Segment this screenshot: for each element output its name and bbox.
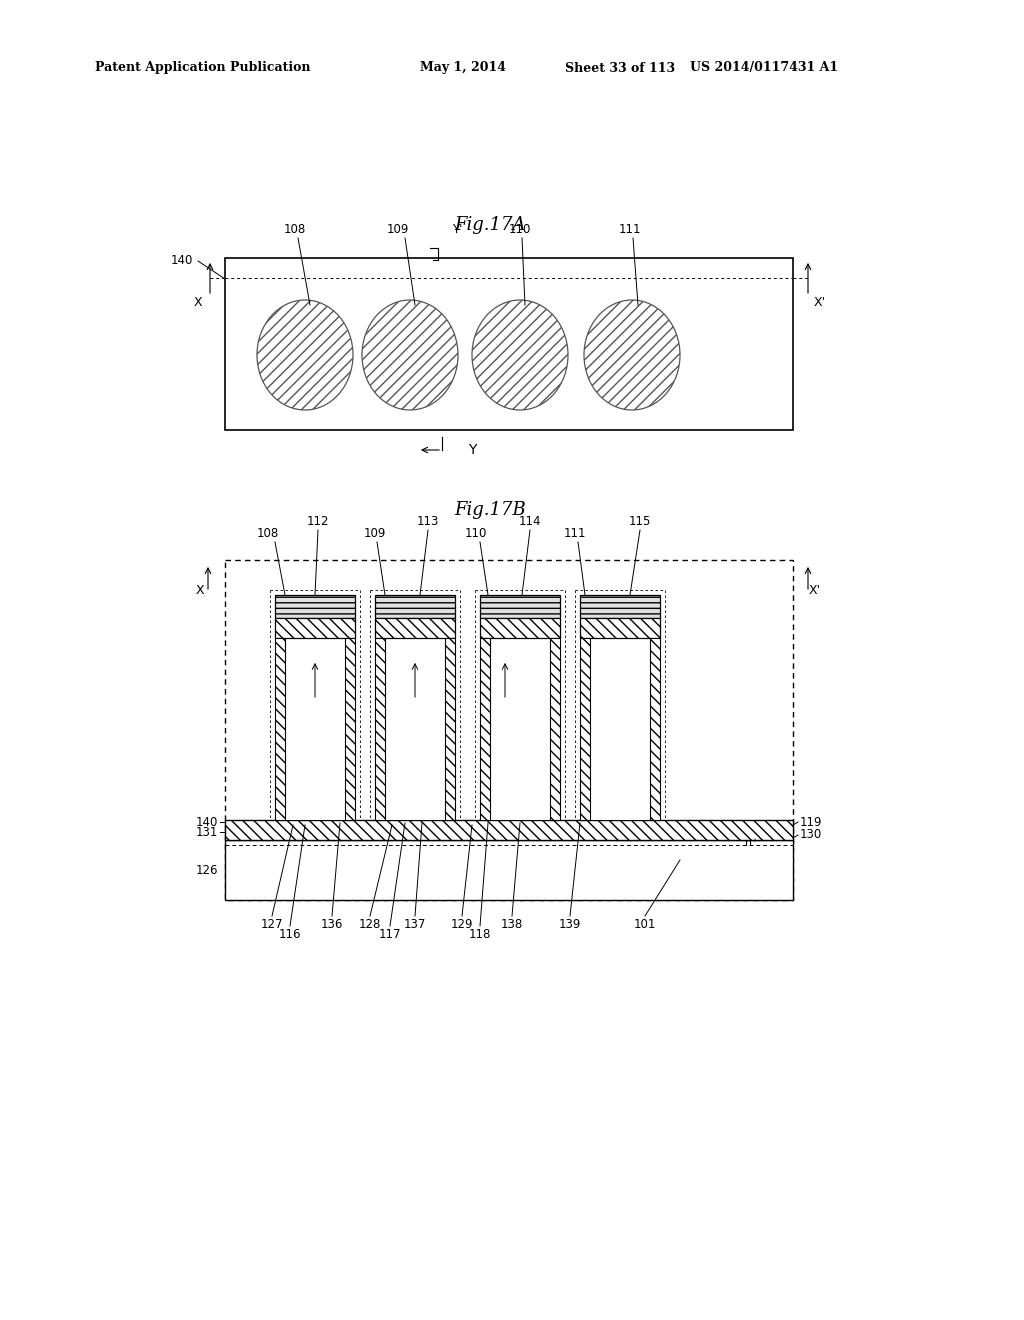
Bar: [375, 618, 455, 638]
Text: 109: 109: [364, 527, 386, 540]
Bar: [480, 618, 560, 638]
Text: May 1, 2014: May 1, 2014: [420, 62, 506, 74]
Bar: [275, 595, 355, 618]
Text: 113: 113: [417, 515, 439, 528]
Text: Y': Y': [452, 223, 463, 236]
Text: Patent Application Publication: Patent Application Publication: [95, 62, 310, 74]
Text: 118: 118: [469, 928, 492, 941]
Text: 127: 127: [261, 917, 284, 931]
Text: 112: 112: [307, 515, 330, 528]
Text: X': X': [814, 297, 826, 309]
Bar: [275, 638, 285, 820]
Text: 140: 140: [196, 816, 218, 829]
Bar: [650, 638, 660, 820]
Bar: [490, 638, 550, 820]
Text: Sheet 33 of 113: Sheet 33 of 113: [565, 62, 675, 74]
Bar: [445, 638, 455, 820]
Bar: [375, 638, 385, 820]
Bar: [375, 595, 455, 618]
Text: X: X: [196, 583, 205, 597]
Text: 116: 116: [279, 928, 301, 941]
Text: Fig.17A: Fig.17A: [455, 216, 525, 234]
Text: 108: 108: [257, 527, 280, 540]
Bar: [590, 638, 650, 820]
Bar: [225, 257, 793, 430]
Text: 115: 115: [629, 515, 651, 528]
Text: 131: 131: [196, 825, 218, 838]
Bar: [580, 595, 660, 618]
Text: 110: 110: [465, 527, 487, 540]
Bar: [480, 595, 560, 618]
Bar: [550, 638, 560, 820]
Ellipse shape: [584, 300, 680, 411]
Text: 111: 111: [564, 527, 587, 540]
Text: 110: 110: [509, 223, 531, 236]
Text: 109: 109: [387, 223, 410, 236]
Text: Y: Y: [468, 444, 476, 457]
Text: Fig.17B: Fig.17B: [454, 502, 526, 519]
Text: 139: 139: [559, 917, 582, 931]
Text: 138: 138: [501, 917, 523, 931]
Ellipse shape: [362, 300, 458, 411]
Bar: [580, 618, 660, 638]
Text: 129: 129: [451, 917, 473, 931]
Bar: [225, 820, 793, 840]
Text: 130: 130: [800, 829, 822, 842]
Text: 101: 101: [634, 917, 656, 931]
Text: 126: 126: [196, 863, 218, 876]
Text: 108: 108: [284, 223, 306, 236]
Text: X: X: [194, 297, 203, 309]
Text: 117: 117: [379, 928, 401, 941]
Text: n⁺: n⁺: [745, 838, 758, 847]
Text: 128: 128: [358, 917, 381, 931]
Text: 114: 114: [519, 515, 542, 528]
Bar: [225, 840, 793, 900]
Bar: [285, 638, 345, 820]
Text: 140: 140: [171, 253, 193, 267]
Text: X': X': [809, 583, 821, 597]
Bar: [480, 638, 490, 820]
Text: 137: 137: [403, 917, 426, 931]
Bar: [345, 638, 355, 820]
Text: 111: 111: [618, 223, 641, 236]
Text: 119: 119: [800, 816, 822, 829]
Text: 136: 136: [321, 917, 343, 931]
Bar: [580, 638, 590, 820]
Bar: [385, 638, 445, 820]
Ellipse shape: [472, 300, 568, 411]
Bar: [275, 618, 355, 638]
Ellipse shape: [257, 300, 353, 411]
Text: US 2014/0117431 A1: US 2014/0117431 A1: [690, 62, 838, 74]
Bar: [225, 560, 793, 900]
